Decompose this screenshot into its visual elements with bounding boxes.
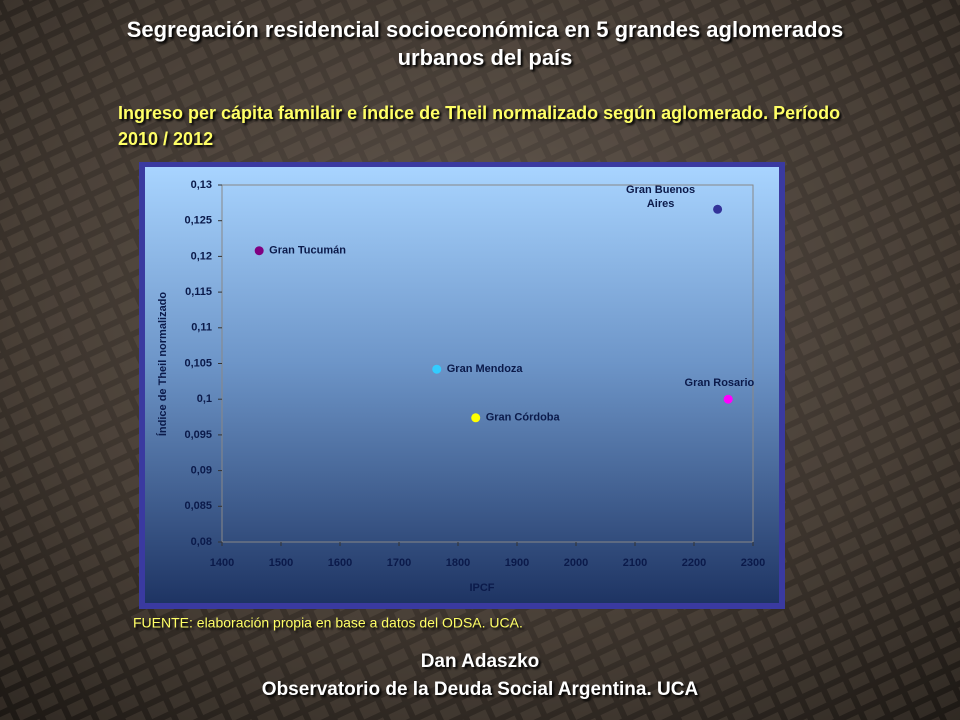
title: Segregación residencial socioeconómica e… bbox=[126, 17, 844, 70]
x-tick-label: 1900 bbox=[505, 557, 529, 569]
point-label: Gran Mendoza bbox=[447, 363, 524, 375]
plot: 0,08 0,085 0,09 0,095 0,1 0,105 0,11 0,115 0,12 0… bbox=[184, 179, 765, 569]
y-tick-label: 0,12 bbox=[191, 250, 212, 262]
data-point bbox=[713, 204, 723, 214]
point-label-box: Gran Buenos Aires bbox=[626, 184, 696, 211]
x-tick-label: 1700 bbox=[387, 557, 411, 569]
y-tick-label: 0,105 bbox=[184, 357, 212, 369]
institution: Observatorio de la Deuda Social Argentin… bbox=[262, 679, 699, 700]
y-axis-label: Índice de Theil normalizado bbox=[156, 292, 169, 437]
subtitle-box: Ingreso per cápita familair e índice de … bbox=[118, 103, 841, 149]
y-tick-label: 0,13 bbox=[191, 179, 212, 191]
y-tick-label: 0,08 bbox=[191, 536, 212, 548]
point-label: Gran Buenos Aires bbox=[626, 184, 696, 211]
y-tick-label: 0,11 bbox=[191, 322, 212, 334]
x-tick-label: 2100 bbox=[623, 557, 647, 569]
x-axis-label: IPCF bbox=[469, 582, 494, 594]
title-box: Segregación residencial socioeconómica e… bbox=[126, 17, 844, 70]
y-tick-label: 0,085 bbox=[184, 500, 212, 512]
author: Dan Adaszko bbox=[421, 651, 540, 672]
data-point bbox=[471, 413, 481, 423]
y-tick-label: 0,115 bbox=[185, 286, 212, 298]
x-tick-label: 2300 bbox=[741, 557, 765, 569]
y-tick-label: 0,1 bbox=[197, 393, 212, 405]
x-tick-label: 1500 bbox=[269, 557, 293, 569]
point-label: Gran Córdoba bbox=[486, 412, 561, 424]
x-tick-label: 1400 bbox=[210, 557, 234, 569]
y-tick-label: 0,125 bbox=[184, 215, 212, 227]
data-point bbox=[432, 364, 442, 374]
point-label: Gran Tucumán bbox=[269, 245, 346, 257]
x-tick-label: 1800 bbox=[446, 557, 470, 569]
x-tick-label: 2000 bbox=[564, 557, 588, 569]
chart-area bbox=[145, 167, 779, 603]
data-point bbox=[723, 394, 733, 404]
x-tick-label: 1600 bbox=[328, 557, 352, 569]
y-tick-label: 0,095 bbox=[184, 429, 212, 441]
point-label: Gran Rosario bbox=[685, 377, 755, 389]
x-tick-label: 2200 bbox=[682, 557, 706, 569]
y-tick-label: 0,09 bbox=[191, 465, 212, 477]
chart-title: Ingreso per cápita familair e índice de … bbox=[118, 103, 841, 149]
data-point bbox=[254, 246, 264, 256]
source: FUENTE: elaboración propia en base a dat… bbox=[133, 615, 523, 631]
